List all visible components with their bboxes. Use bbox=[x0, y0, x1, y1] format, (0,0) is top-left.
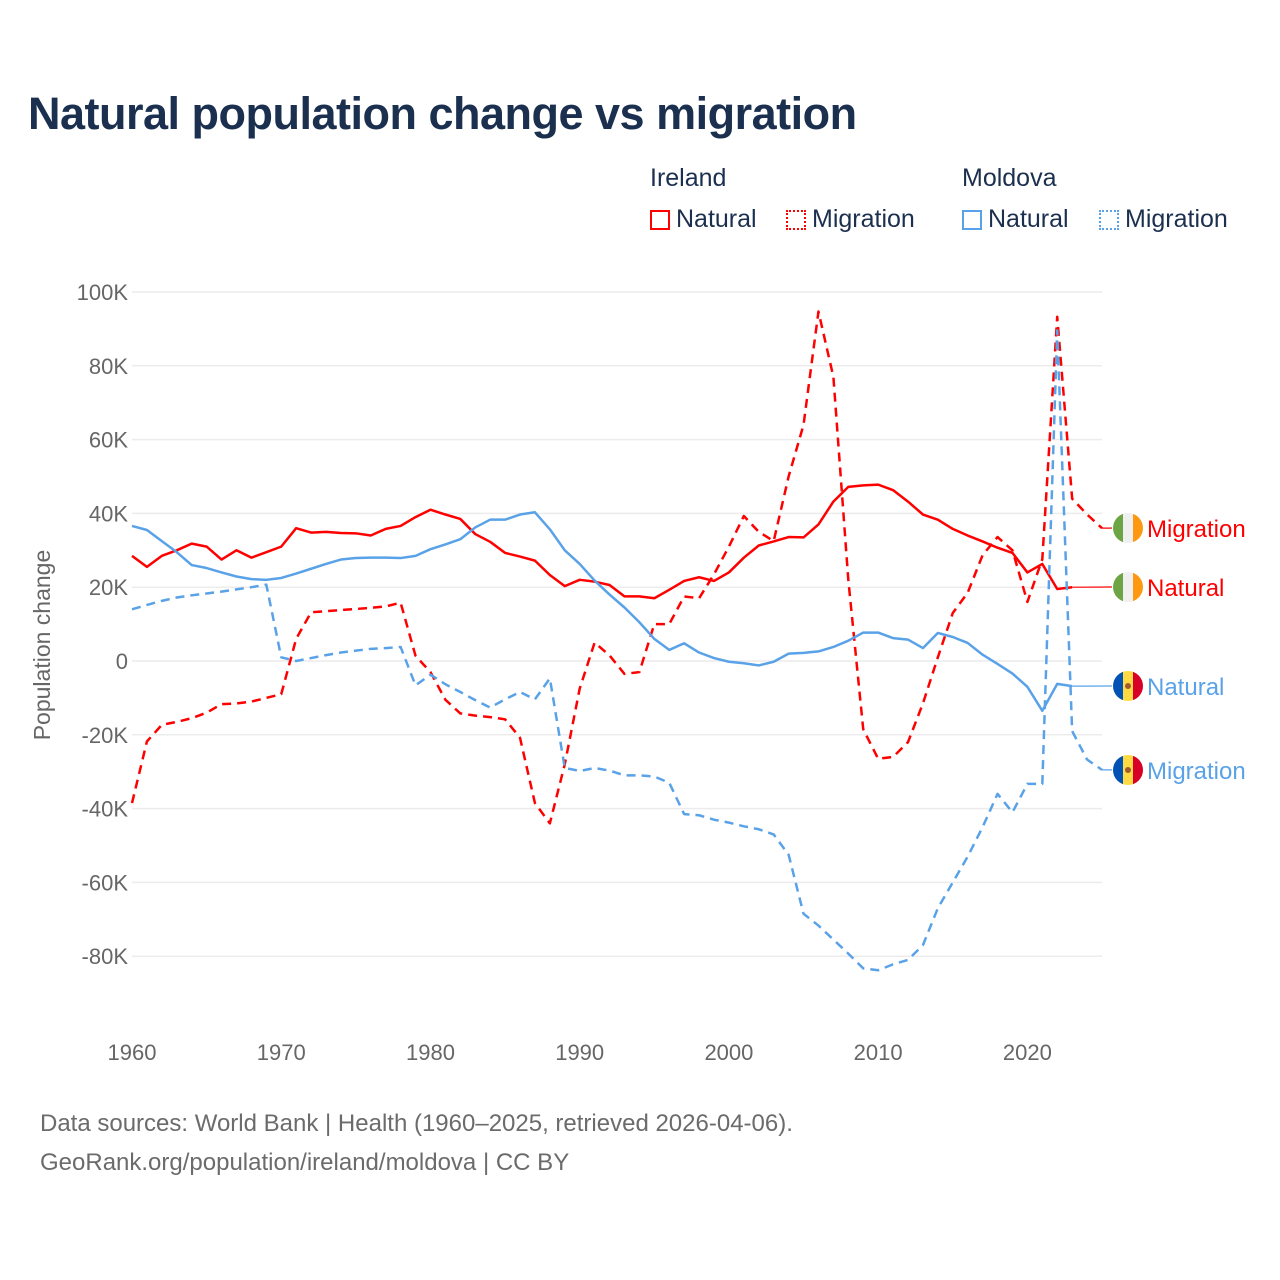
x-tick-label: 1970 bbox=[257, 1040, 306, 1065]
y-tick-label: -80K bbox=[82, 944, 129, 969]
footer-attribution[interactable]: GeoRank.org/population/ireland/moldova |… bbox=[40, 1149, 570, 1176]
y-tick-label: 80K bbox=[89, 354, 128, 379]
y-tick-label: 100K bbox=[77, 280, 129, 305]
x-tick-label: 1960 bbox=[108, 1040, 157, 1065]
series-line-moldova-natural bbox=[131, 511, 1073, 713]
x-tick-label: 1980 bbox=[406, 1040, 455, 1065]
x-tick-label: 2020 bbox=[1003, 1040, 1052, 1065]
legend-label: Migration bbox=[812, 205, 915, 233]
x-tick-label: 2010 bbox=[854, 1040, 903, 1065]
legend-swatch-dotted bbox=[786, 209, 806, 230]
y-tick-label: -60K bbox=[82, 870, 129, 895]
series-end-label: Migration bbox=[1147, 516, 1246, 543]
legend-group-moldova: Moldova bbox=[962, 164, 1057, 192]
series-line-ireland-natural bbox=[131, 483, 1073, 600]
series-line-ireland-migration bbox=[130, 310, 1103, 825]
ireland-flag-icon bbox=[1113, 572, 1143, 602]
series-end-label: Migration bbox=[1147, 758, 1246, 785]
series-line-moldova-migration bbox=[131, 329, 1103, 972]
moldova-flag-icon bbox=[1113, 671, 1143, 701]
y-axis-label: Population change bbox=[29, 550, 55, 741]
legend-label: Natural bbox=[676, 205, 757, 233]
ireland-flag-icon bbox=[1113, 513, 1143, 543]
legend-swatch-solid bbox=[962, 209, 982, 230]
legend-label: Natural bbox=[988, 205, 1069, 233]
y-tick-label: 0 bbox=[116, 649, 128, 674]
footer-sources: Data sources: World Bank | Health (1960–… bbox=[40, 1110, 793, 1137]
legend-ireland-natural[interactable]: Natural bbox=[650, 205, 757, 234]
legend-swatch-dotted bbox=[1099, 209, 1119, 230]
moldova-flag-icon bbox=[1113, 755, 1143, 785]
series-end-label: Natural bbox=[1147, 674, 1224, 701]
legend-moldova-natural[interactable]: Natural bbox=[962, 205, 1069, 234]
y-tick-label: -20K bbox=[82, 723, 129, 748]
x-tick-label: 1990 bbox=[555, 1040, 604, 1065]
chart-title: Natural population change vs migration bbox=[28, 88, 857, 139]
legend-swatch-solid bbox=[650, 209, 670, 230]
y-tick-label: 20K bbox=[89, 575, 128, 600]
y-tick-label: -40K bbox=[82, 797, 129, 822]
y-tick-label: 40K bbox=[89, 501, 128, 526]
legend-label: Migration bbox=[1125, 205, 1228, 233]
series-end-label: Natural bbox=[1147, 575, 1224, 602]
legend-group-ireland: Ireland bbox=[650, 164, 727, 192]
legend-ireland-migration[interactable]: Migration bbox=[786, 205, 915, 234]
x-tick-label: 2000 bbox=[704, 1040, 753, 1065]
legend-moldova-migration[interactable]: Migration bbox=[1099, 205, 1228, 234]
y-tick-label: 60K bbox=[89, 428, 128, 453]
